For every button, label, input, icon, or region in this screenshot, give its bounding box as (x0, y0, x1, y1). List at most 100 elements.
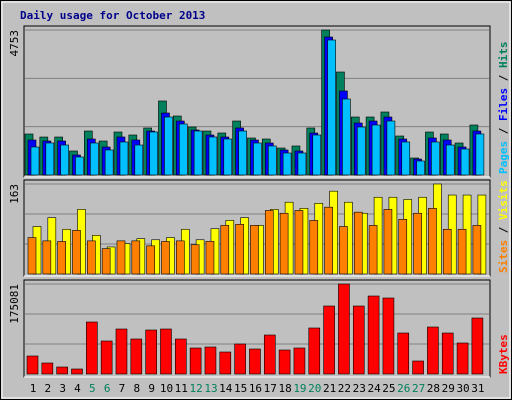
x-tick-label: 29 (442, 382, 455, 395)
bar (312, 134, 322, 176)
x-tick-label: 11 (175, 382, 188, 395)
x-tick-label: 1 (30, 382, 37, 395)
bar (475, 133, 485, 176)
bar (267, 145, 277, 176)
bar (193, 130, 203, 176)
bar (161, 241, 170, 275)
bar (294, 210, 304, 275)
bar (87, 240, 96, 275)
bar (263, 334, 276, 375)
bar (356, 126, 366, 176)
x-tick-label: 7 (119, 382, 126, 395)
bar (179, 123, 188, 176)
bar (223, 138, 233, 176)
bar (71, 368, 83, 375)
bar (30, 146, 40, 176)
bar (219, 351, 232, 375)
bar (72, 230, 81, 275)
bar (413, 212, 422, 275)
y-tick-label: 175081 (8, 284, 21, 324)
x-tick-label: 2 (45, 382, 52, 395)
x-tick-label: 4 (74, 382, 81, 395)
x-tick-label: 26 (397, 382, 410, 395)
x-tick-label: 3 (59, 382, 66, 395)
bar (145, 329, 157, 375)
bar (279, 212, 289, 275)
bar (175, 338, 187, 375)
bar (101, 248, 111, 275)
bar (308, 327, 321, 375)
x-tick-label: 15 (234, 382, 247, 395)
bar (164, 116, 173, 176)
legend: Sites / Visits (497, 180, 510, 273)
bar (104, 149, 114, 176)
legend: KBytes (497, 334, 510, 374)
bar (56, 366, 68, 375)
bar (323, 305, 335, 375)
bar (250, 225, 259, 275)
bar (26, 355, 39, 375)
bar (368, 225, 378, 275)
bar (60, 144, 69, 176)
x-tick-label: 9 (148, 382, 155, 395)
bar (134, 144, 144, 176)
x-tick-label: 13 (204, 382, 217, 395)
bar (205, 241, 215, 275)
bar (189, 347, 202, 375)
bar (115, 328, 128, 375)
bar (397, 332, 410, 375)
x-tick-label: 21 (323, 382, 336, 395)
bar (220, 225, 230, 275)
bar (146, 245, 155, 275)
bar (352, 305, 365, 375)
legend-entry: Sites (497, 240, 510, 273)
bar (204, 346, 217, 375)
x-tick-label: 10 (160, 382, 173, 395)
bar (401, 141, 411, 176)
bar (457, 228, 467, 275)
chart-title: Daily usage for October 2013 (20, 9, 205, 22)
x-tick-label: 24 (367, 382, 381, 395)
bar (90, 142, 99, 176)
bar (235, 224, 244, 275)
bar (253, 142, 262, 176)
bar (293, 347, 306, 375)
bar (160, 328, 172, 375)
bar (208, 136, 218, 176)
bar (371, 124, 381, 176)
bar (339, 226, 348, 275)
legend: Pages / Files / Hits (497, 42, 510, 175)
x-tick-label: 6 (104, 382, 111, 395)
bar (456, 342, 469, 375)
bar (427, 326, 439, 375)
x-tick-label: 28 (427, 382, 440, 395)
bar (282, 152, 292, 176)
x-tick-label: 27 (412, 382, 425, 395)
legend-entry: KBytes (497, 334, 510, 374)
bar (131, 240, 141, 275)
bar (45, 142, 55, 176)
legend-entry: Hits (497, 42, 510, 69)
x-tick-label: 20 (308, 382, 321, 395)
bar (41, 362, 54, 375)
x-tick-label: 18 (278, 382, 291, 395)
bar (412, 360, 424, 375)
bar (460, 148, 470, 176)
bar (75, 156, 84, 176)
bar (190, 244, 200, 275)
bar (445, 144, 455, 176)
x-tick-label: 30 (456, 382, 469, 395)
x-tick-label: 16 (249, 382, 262, 395)
bar (249, 348, 261, 375)
x-tick-label: 22 (338, 382, 351, 395)
bar (353, 211, 363, 275)
legend-separator: / (497, 220, 510, 240)
legend-separator: / (497, 121, 510, 141)
bar (431, 141, 440, 176)
bar (234, 343, 246, 375)
x-tick-label: 14 (219, 382, 233, 395)
x-tick-label: 5 (89, 382, 96, 395)
bar (472, 225, 482, 275)
